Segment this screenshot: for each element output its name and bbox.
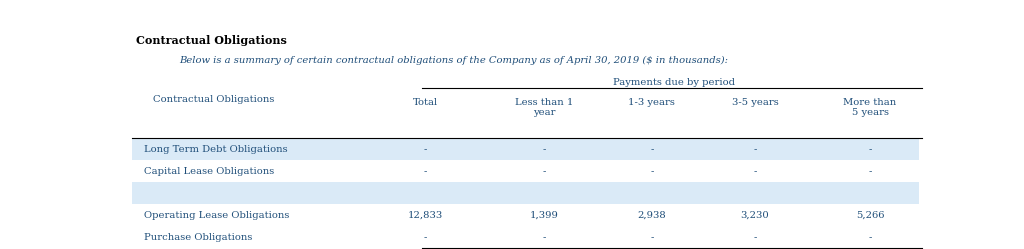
Text: Operating Lease Obligations: Operating Lease Obligations — [143, 211, 289, 220]
Text: -: - — [868, 233, 871, 242]
Text: -: - — [424, 167, 427, 176]
Text: 3,230: 3,230 — [740, 211, 769, 220]
Text: 12,833: 12,833 — [408, 211, 443, 220]
Text: -: - — [543, 145, 547, 154]
Text: -: - — [543, 233, 547, 242]
Text: -: - — [543, 167, 547, 176]
Text: More than
5 years: More than 5 years — [844, 98, 897, 117]
Text: Contractual Obligations: Contractual Obligations — [153, 95, 274, 104]
Text: Below is a summary of certain contractual obligations of the Company as of April: Below is a summary of certain contractua… — [179, 56, 729, 65]
Text: Capital Lease Obligations: Capital Lease Obligations — [143, 167, 274, 176]
Text: -: - — [754, 145, 757, 154]
Text: -: - — [868, 167, 871, 176]
Text: 3-5 years: 3-5 years — [731, 98, 778, 107]
Text: -: - — [424, 233, 427, 242]
Text: -: - — [754, 233, 757, 242]
Text: -: - — [650, 145, 653, 154]
Text: Total: Total — [413, 98, 438, 107]
Text: -: - — [650, 233, 653, 242]
Text: Contractual Obligations: Contractual Obligations — [136, 35, 287, 46]
FancyBboxPatch shape — [132, 138, 920, 160]
Text: -: - — [868, 145, 871, 154]
FancyBboxPatch shape — [132, 182, 920, 204]
Text: -: - — [650, 167, 653, 176]
Text: -: - — [754, 167, 757, 176]
Text: Purchase Obligations: Purchase Obligations — [143, 233, 252, 242]
Text: Long Term Debt Obligations: Long Term Debt Obligations — [143, 145, 288, 154]
Text: 1,399: 1,399 — [530, 211, 559, 220]
Text: Payments due by period: Payments due by period — [612, 78, 734, 87]
FancyBboxPatch shape — [132, 226, 920, 249]
Text: 5,266: 5,266 — [856, 211, 885, 220]
Text: 1-3 years: 1-3 years — [629, 98, 675, 107]
Text: Less than 1
year: Less than 1 year — [515, 98, 573, 117]
Text: 2,938: 2,938 — [637, 211, 667, 220]
Text: -: - — [424, 145, 427, 154]
